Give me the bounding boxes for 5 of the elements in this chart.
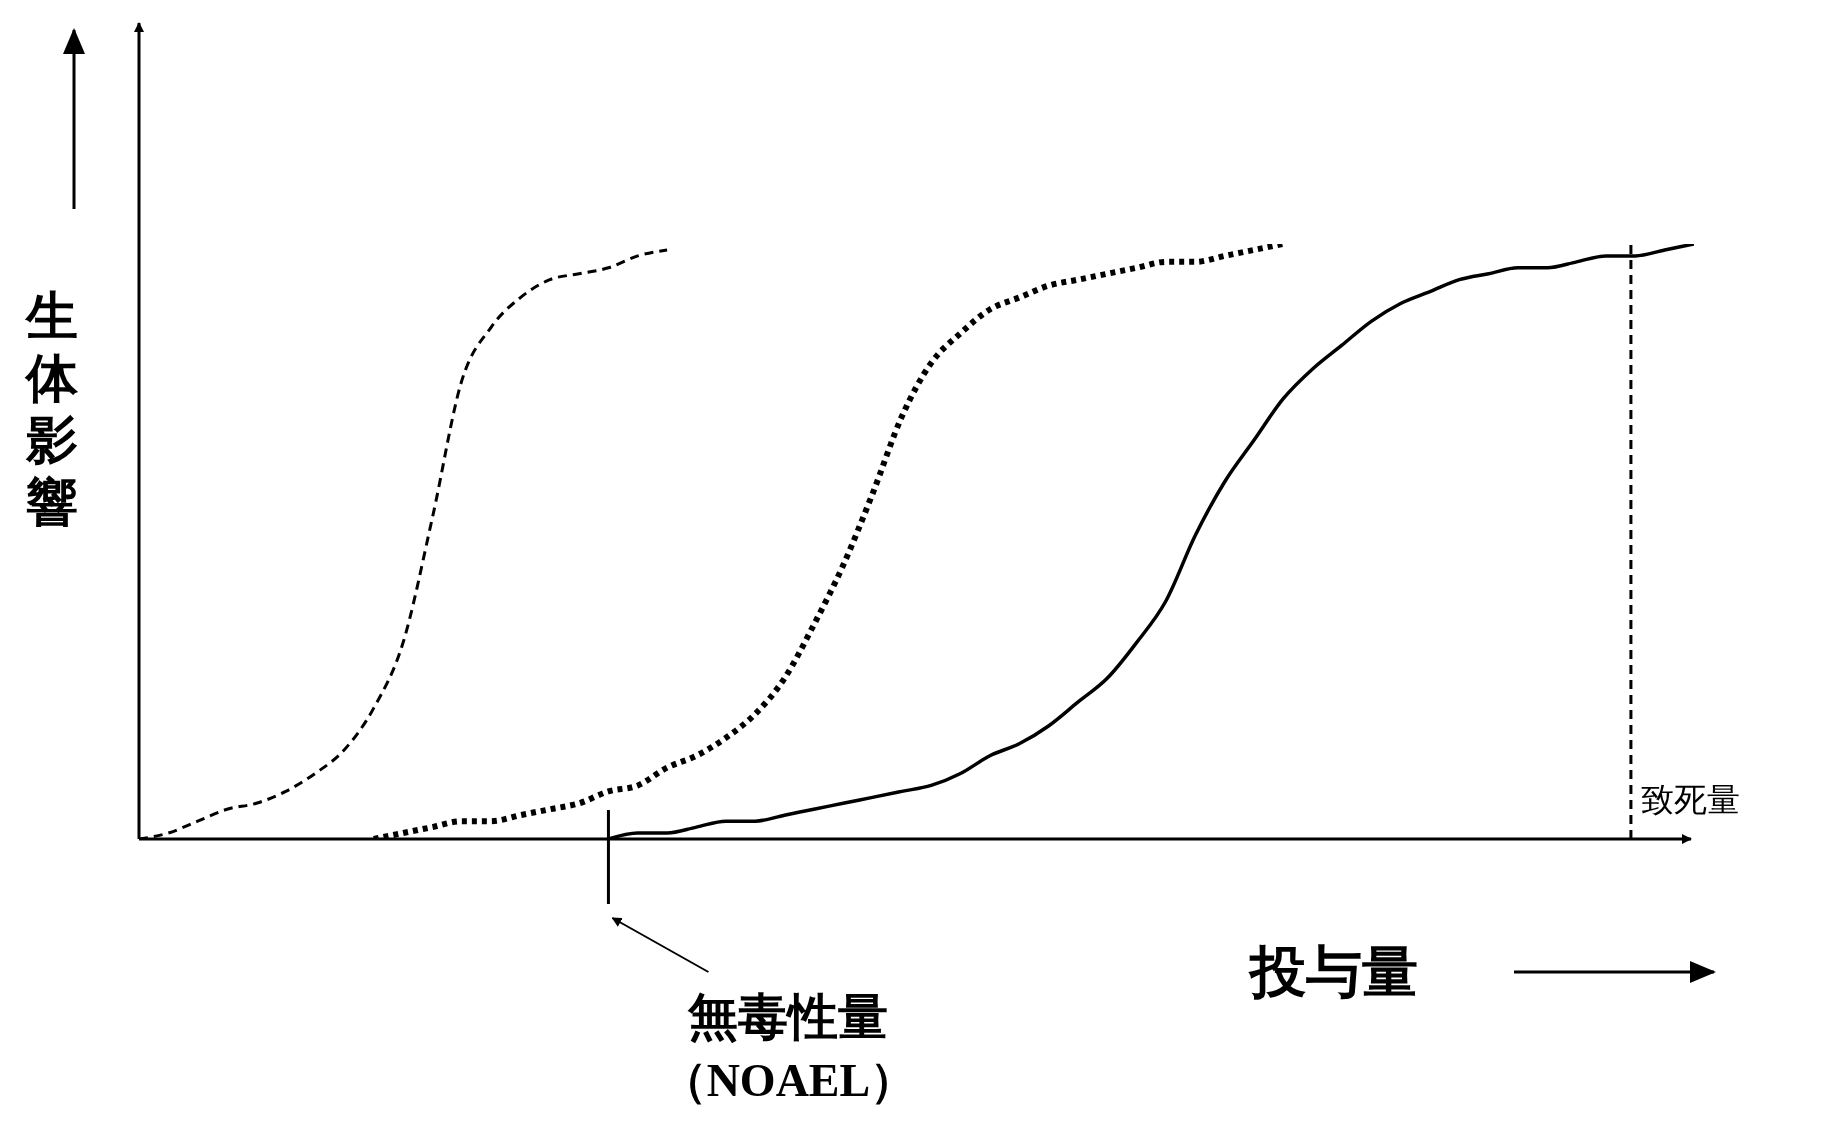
x-axis-title: 投与量 <box>1250 938 1418 1006</box>
y-axis-title: 生体影響 <box>24 285 79 533</box>
text: 無毒性量 <box>687 987 890 1048</box>
text: （NOAEL） <box>659 1054 918 1108</box>
annotation: 致死量 <box>1640 780 1740 819</box>
